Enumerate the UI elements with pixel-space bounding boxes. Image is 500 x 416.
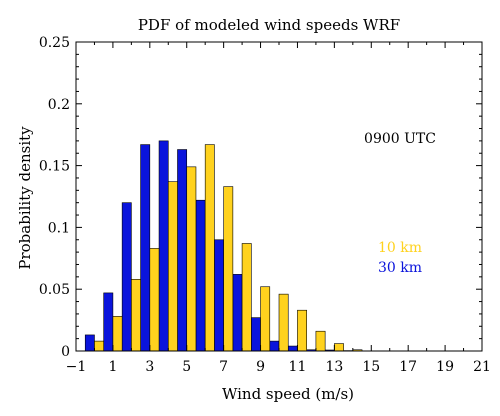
bar-30km-6: [195, 199, 206, 352]
bar-10km-5: [186, 166, 197, 352]
bars-layer: [84, 140, 363, 352]
bar-30km-2: [121, 202, 132, 352]
bar-10km-8: [241, 243, 252, 352]
y-tick-label: 0.15: [39, 159, 70, 175]
bar-30km-10: [269, 340, 280, 352]
bar-10km-11: [297, 309, 307, 352]
bar-10km-7: [223, 186, 234, 352]
bar-10km-2: [131, 279, 141, 352]
x-tick-label: 3: [145, 359, 154, 375]
y-tick-label: 0.25: [39, 35, 70, 51]
bar-30km-0: [84, 334, 95, 352]
legend-label-30km: 30 km: [378, 260, 422, 276]
bar-30km-9: [251, 317, 261, 352]
bar-10km-1: [112, 316, 123, 352]
bar-10km-4: [167, 181, 178, 352]
x-tick-label: 11: [289, 359, 307, 375]
x-tick-label: 15: [362, 359, 380, 375]
bar-10km-13: [334, 343, 344, 352]
x-tick-label: 21: [473, 359, 491, 375]
x-tick-label: −1: [66, 359, 87, 375]
bar-30km-3: [140, 144, 151, 352]
bar-10km-10: [278, 293, 289, 352]
y-tick-label: 0: [61, 344, 70, 360]
bar-30km-1: [103, 292, 114, 352]
bar-30km-7: [214, 239, 224, 352]
bar-10km-12: [315, 330, 326, 352]
bar-10km-3: [149, 248, 160, 352]
y-axis-label: Probability density: [16, 126, 34, 270]
legend-label-10km: 10 km: [378, 240, 422, 256]
bar-10km-9: [260, 286, 271, 352]
y-tick-label: 0.1: [48, 220, 70, 236]
x-tick-label: 17: [399, 359, 417, 375]
y-tick-label: 0.05: [39, 282, 70, 298]
bar-30km-11: [287, 345, 298, 352]
bar-30km-5: [177, 149, 188, 352]
x-tick-label: 5: [182, 359, 191, 375]
x-tick-label: 7: [219, 359, 228, 375]
bar-30km-4: [158, 140, 169, 352]
x-tick-label: 13: [325, 359, 343, 375]
bar-10km-6: [204, 144, 215, 352]
x-tick-label: 19: [436, 359, 454, 375]
annotation-text: 0900 UTC: [364, 131, 436, 147]
x-axis-label: Wind speed (m/s): [222, 385, 354, 403]
legend: 10 km 30 km: [378, 240, 422, 276]
x-tick-label: 1: [108, 359, 117, 375]
x-tick-label: 9: [256, 359, 265, 375]
ticks-layer: [75, 41, 483, 352]
y-tick-label: 0.2: [48, 97, 70, 113]
bar-30km-8: [232, 274, 243, 352]
bar-10km-0: [94, 340, 104, 352]
chart-title: PDF of modeled wind speeds WRF: [138, 16, 400, 34]
